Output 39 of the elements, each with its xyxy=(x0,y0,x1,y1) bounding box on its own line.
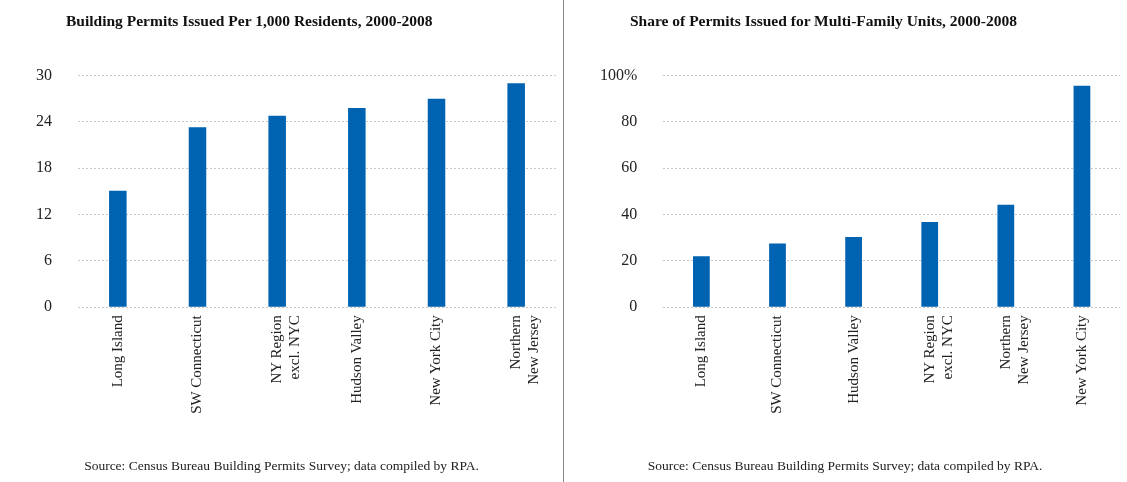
y-tick-label: 100% xyxy=(600,65,638,83)
x-tick-label: New York City xyxy=(427,314,444,406)
bar xyxy=(845,237,862,307)
x-tick-label: Long Island xyxy=(692,314,709,388)
x-tick-label: SW Connecticut xyxy=(768,314,785,414)
x-tick-label: NY Region excl. NYC xyxy=(268,314,303,384)
x-tick-label: Hudson Valley xyxy=(844,314,861,404)
x-tick-label: Hudson Valley xyxy=(347,314,364,404)
x-tick-label: NY Region excl. NYC xyxy=(920,314,955,384)
y-tick-label: 40 xyxy=(621,204,638,222)
x-tick-label: New York City xyxy=(1072,314,1089,406)
y-tick-label: 6 xyxy=(44,251,52,269)
bar xyxy=(921,222,939,307)
x-tick-label: SW Connecticut xyxy=(188,314,205,414)
bar xyxy=(693,256,710,307)
bar xyxy=(268,115,286,307)
bar xyxy=(109,190,127,307)
y-tick-label: 18 xyxy=(36,158,52,176)
y-tick-label: 60 xyxy=(621,158,638,176)
y-tick-label: 30 xyxy=(36,65,52,83)
source-note: Source: Census Bureau Building Permits Survey; data compiled by RPA. xyxy=(83,458,480,474)
chart-title: Building Permits Issued Per 1,000 Residents, 2000-2008 xyxy=(65,11,434,31)
y-tick-label: 80 xyxy=(621,112,638,130)
chart-title: Share of Permits Issued for Multi-Family Units, 2000-2008 xyxy=(629,11,1018,31)
y-tick-label: 0 xyxy=(629,297,638,315)
x-tick-label: Long Island xyxy=(108,314,125,388)
y-tick-label: 12 xyxy=(36,204,52,222)
bar xyxy=(427,98,446,307)
bar xyxy=(348,108,366,307)
bar xyxy=(188,127,207,307)
x-tick-label: Northern New Jersey xyxy=(507,314,542,385)
bar xyxy=(997,204,1015,307)
y-tick-label: 0 xyxy=(44,297,52,315)
y-tick-label: 24 xyxy=(36,112,52,130)
bar xyxy=(1073,85,1091,307)
y-tick-label: 20 xyxy=(621,251,638,269)
source-note: Source: Census Bureau Building Permits Survey; data compiled by RPA. xyxy=(646,458,1044,474)
bar xyxy=(769,243,786,307)
bar xyxy=(507,83,525,307)
